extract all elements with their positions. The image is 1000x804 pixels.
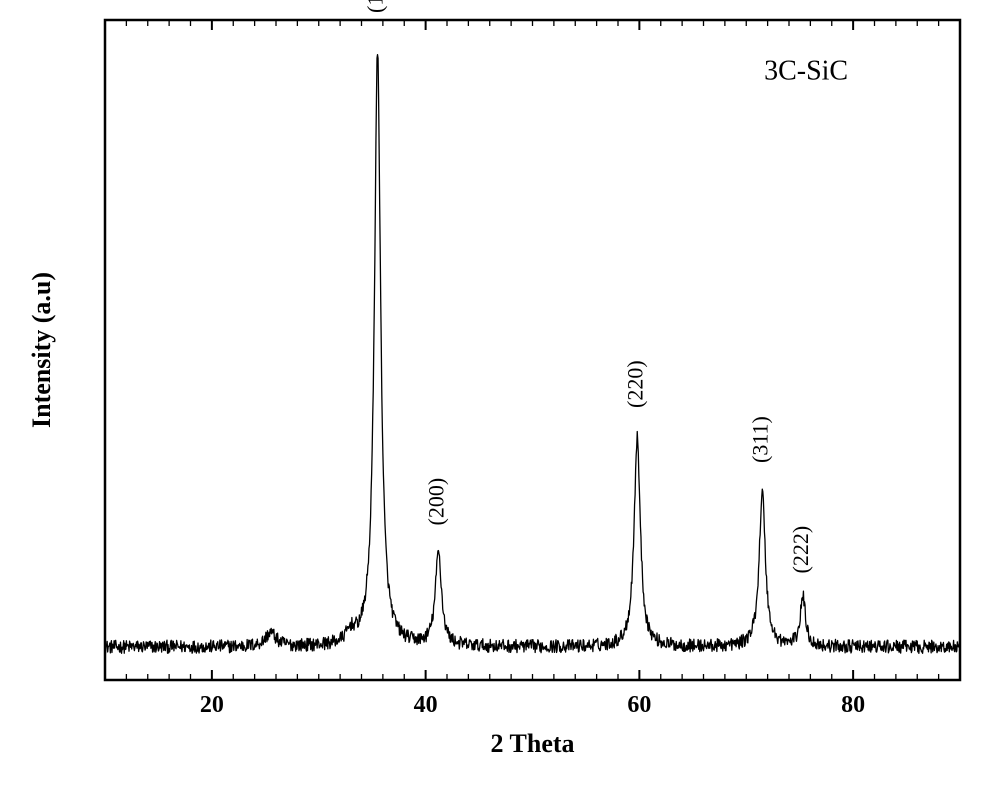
legend-text: 3C-SiC — [764, 55, 848, 86]
peak-label: (200) — [423, 478, 448, 526]
x-tick-label: 80 — [841, 692, 865, 718]
x-tick-label: 40 — [414, 692, 438, 718]
peak-label: (222) — [788, 526, 813, 574]
peak-label: (111) — [363, 0, 388, 13]
x-axis-label: 2 Theta — [490, 729, 574, 758]
x-tick-label: 20 — [200, 692, 224, 718]
peak-label: (220) — [622, 360, 647, 408]
peak-label: (311) — [747, 416, 772, 463]
y-axis-label: Intensity (a.u) — [27, 272, 56, 428]
xrd-chart: 20 40 60 80 2 Theta Intensity (a.u) 3C-SiC (111… — [0, 0, 1000, 799]
x-tick-label: 60 — [627, 692, 651, 718]
chart-svg: 20 40 60 80 2 Theta Intensity (a.u) 3C-SiC (111… — [0, 0, 1000, 799]
